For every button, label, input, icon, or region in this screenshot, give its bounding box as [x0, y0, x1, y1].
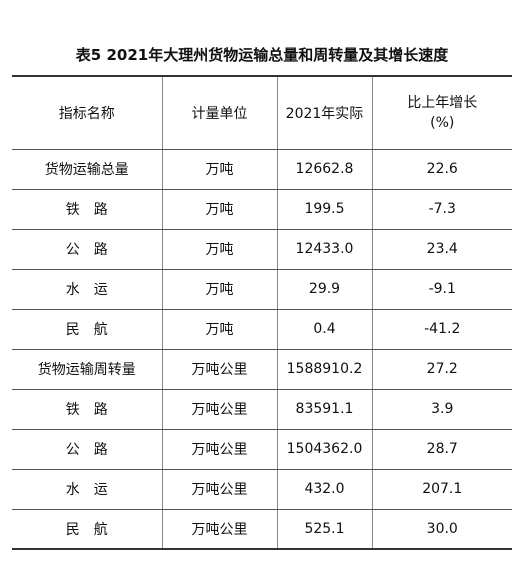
row-actual: 1504362.0	[276, 428, 372, 470]
table-row: 民航 万吨公里 525.1 30.0	[12, 508, 512, 550]
header-growth: 比上年增长 (%)	[371, 75, 512, 150]
row-actual: 83591.1	[276, 388, 372, 430]
row-name: 货物运输总量	[12, 148, 162, 190]
row-unit: 万吨公里	[161, 508, 277, 550]
row-unit: 万吨公里	[161, 428, 277, 470]
row-actual: 199.5	[276, 188, 372, 230]
row-unit: 万吨	[161, 268, 277, 310]
header-row: 指标名称 计量单位 2021年实际 比上年增长 (%)	[12, 75, 512, 150]
row-unit: 万吨	[161, 228, 277, 270]
row-actual: 12662.8	[276, 148, 372, 190]
row-unit: 万吨	[161, 188, 277, 230]
row-unit: 万吨公里	[161, 468, 277, 510]
table-title: 表5 2021年大理州货物运输总量和周转量及其增长速度	[75, 46, 449, 64]
table-row: 公路 万吨 12433.0 23.4	[12, 228, 512, 270]
row-name: 货物运输周转量	[12, 348, 162, 390]
row-actual: 432.0	[276, 468, 372, 510]
header-unit: 计量单位	[161, 75, 277, 150]
row-growth: -7.3	[371, 188, 512, 230]
row-name: 水运	[12, 268, 162, 310]
header-indicator-name: 指标名称	[12, 75, 162, 150]
header-actual-2021: 2021年实际	[276, 75, 372, 150]
row-growth: 3.9	[371, 388, 512, 430]
row-actual: 0.4	[276, 308, 372, 350]
header-growth-line2: (%)	[430, 114, 455, 131]
row-actual: 12433.0	[276, 228, 372, 270]
row-growth: 22.6	[371, 148, 512, 190]
row-name: 铁路	[12, 388, 162, 430]
row-actual: 525.1	[276, 508, 372, 550]
row-growth: 27.2	[371, 348, 512, 390]
row-unit: 万吨公里	[161, 388, 277, 430]
header-growth-line1: 比上年增长	[407, 94, 478, 111]
row-name: 民航	[12, 508, 162, 550]
row-growth: -9.1	[371, 268, 512, 310]
row-actual: 1588910.2	[276, 348, 372, 390]
table-row: 公路 万吨公里 1504362.0 28.7	[12, 428, 512, 470]
table-row: 铁路 万吨 199.5 -7.3	[12, 188, 512, 230]
row-unit: 万吨	[161, 308, 277, 350]
row-growth: 28.7	[371, 428, 512, 470]
row-growth: 23.4	[371, 228, 512, 270]
row-unit: 万吨	[161, 148, 277, 190]
row-name: 铁路	[12, 188, 162, 230]
row-growth: -41.2	[371, 308, 512, 350]
table-row: 民航 万吨 0.4 -41.2	[12, 308, 512, 350]
row-growth: 30.0	[371, 508, 512, 550]
row-unit: 万吨公里	[161, 348, 277, 390]
table-row: 货物运输总量 万吨 12662.8 22.6	[12, 148, 512, 190]
table-row: 货物运输周转量 万吨公里 1588910.2 27.2	[12, 348, 512, 390]
row-actual: 29.9	[276, 268, 372, 310]
row-name: 水运	[12, 468, 162, 510]
table-row: 水运 万吨公里 432.0 207.1	[12, 468, 512, 510]
freight-table: 指标名称 计量单位 2021年实际 比上年增长 (%) 货物运输总量 万吨 12…	[12, 75, 512, 550]
row-name: 公路	[12, 428, 162, 470]
row-growth: 207.1	[371, 468, 512, 510]
row-name: 公路	[12, 228, 162, 270]
row-name: 民航	[12, 308, 162, 350]
table-row: 水运 万吨 29.9 -9.1	[12, 268, 512, 310]
table-row: 铁路 万吨公里 83591.1 3.9	[12, 388, 512, 430]
